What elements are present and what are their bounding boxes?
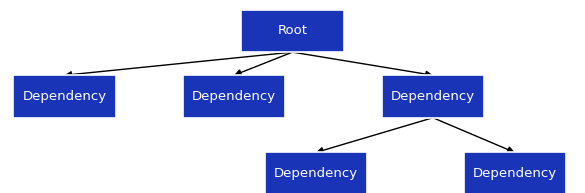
- Text: Dependency: Dependency: [22, 90, 106, 103]
- FancyBboxPatch shape: [381, 75, 484, 118]
- Text: Root: Root: [277, 24, 308, 37]
- FancyBboxPatch shape: [265, 152, 367, 193]
- Text: Dependency: Dependency: [473, 167, 557, 180]
- Text: Dependency: Dependency: [274, 167, 358, 180]
- FancyBboxPatch shape: [241, 10, 343, 52]
- FancyBboxPatch shape: [183, 75, 285, 118]
- Text: Dependency: Dependency: [391, 90, 475, 103]
- FancyBboxPatch shape: [13, 75, 116, 118]
- Text: Dependency: Dependency: [192, 90, 276, 103]
- FancyBboxPatch shape: [463, 152, 566, 193]
